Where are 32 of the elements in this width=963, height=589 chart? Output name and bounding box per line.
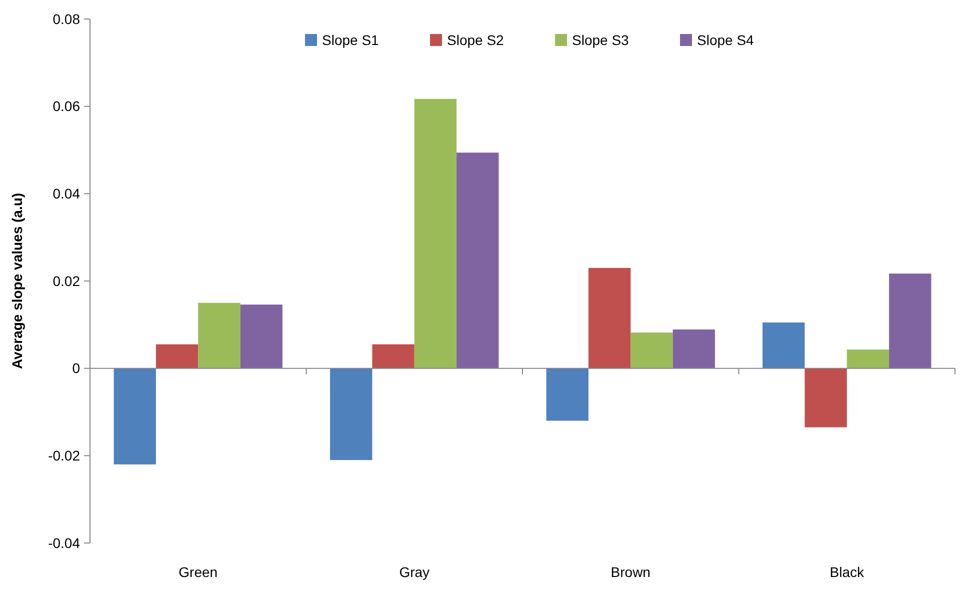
y-tick-label: 0 (72, 360, 80, 376)
legend-label: Slope S4 (697, 32, 754, 48)
legend-label: Slope S3 (572, 32, 630, 48)
y-tick-label: -0.04 (48, 534, 80, 551)
bar (889, 274, 932, 368)
bar (546, 368, 588, 421)
bar (372, 344, 414, 368)
bar (156, 344, 198, 368)
bar (456, 152, 499, 368)
y-tick-label: 0.06 (52, 98, 80, 114)
bar (672, 329, 715, 368)
bar (804, 368, 847, 428)
y-tick-label: 0.02 (52, 272, 80, 289)
bar (114, 368, 156, 464)
bar (588, 268, 631, 368)
bar (240, 304, 282, 368)
bar (198, 302, 240, 368)
bar (762, 322, 805, 368)
legend-label: Slope S1 (322, 32, 380, 48)
legend-label: Slope S2 (447, 32, 504, 48)
x-tick-label: Brown (610, 564, 650, 580)
x-tick-label: Black (830, 564, 865, 580)
y-tick-label: 0.04 (52, 186, 80, 202)
x-tick-label: Green (178, 564, 218, 580)
bar (330, 368, 372, 460)
bar (630, 332, 673, 368)
y-tick-label: -0.02 (48, 448, 80, 464)
x-tick-label: Gray (399, 564, 430, 580)
bar (846, 350, 890, 368)
y-tick-label: 0.08 (52, 10, 80, 27)
bar (414, 98, 457, 368)
y-axis-title: Average slope values (a.u) (9, 192, 25, 370)
